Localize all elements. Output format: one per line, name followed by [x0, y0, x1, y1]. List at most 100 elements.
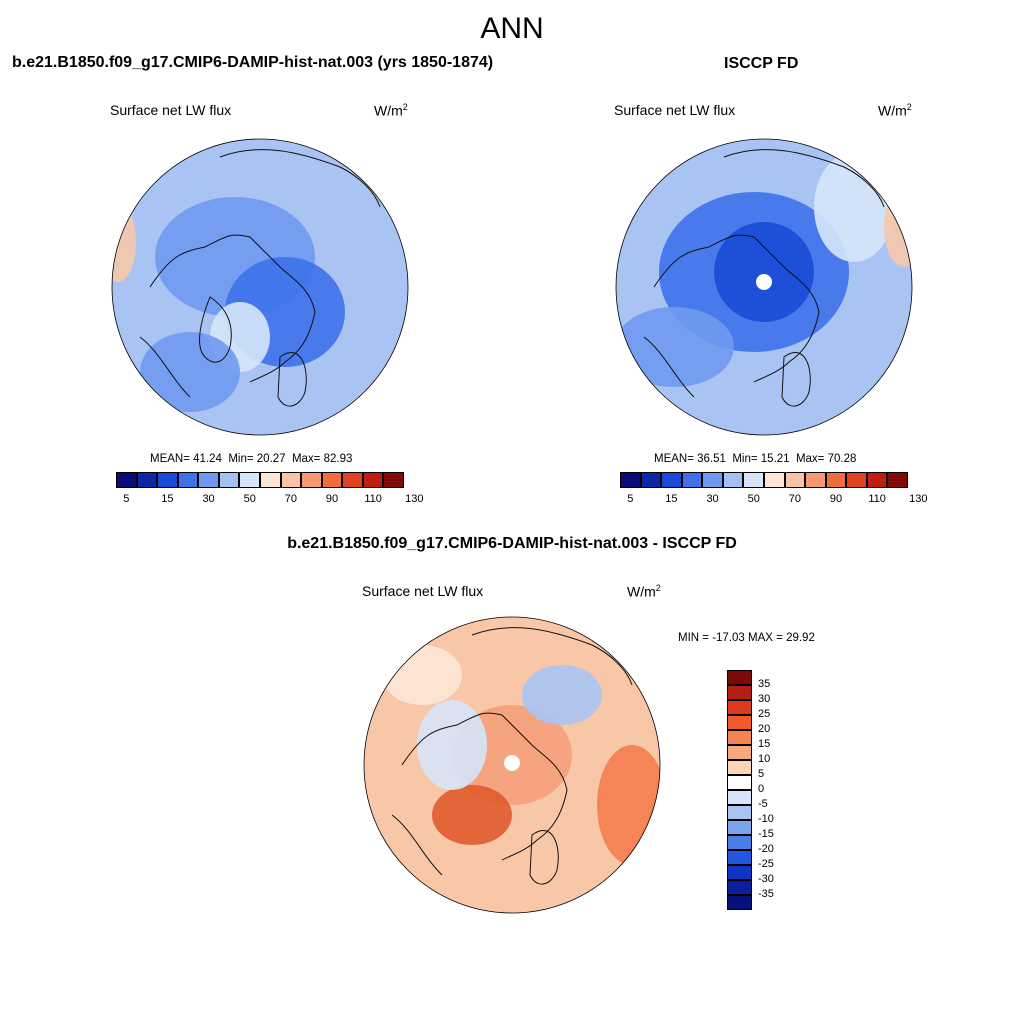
panel2-pole-hole: [756, 274, 772, 290]
colorbar-tick-label: 15: [758, 738, 771, 750]
panel2-field-region: [616, 307, 734, 387]
colorbar-tick-label: 90: [829, 493, 843, 505]
colorbar-box: [198, 472, 219, 488]
colorbar-box: [727, 850, 752, 865]
colorbar-tick-label: 110: [364, 493, 382, 505]
colorbar-box: [702, 472, 723, 488]
colorbar-box: [727, 805, 752, 820]
colorbar-box: [805, 472, 826, 488]
colorbar-tick-label: 35: [758, 678, 771, 690]
panel2-coastline: [781, 351, 811, 407]
colorbar-box: [727, 715, 752, 730]
colorbar-box: [280, 472, 302, 488]
colorbar-box: [825, 472, 847, 488]
season-title: ANN: [480, 12, 544, 45]
diff-coastline: [401, 712, 568, 861]
panel1-stats: MEAN= 41.24 Min= 20.27 Max= 82.93: [150, 453, 353, 465]
colorbar-box: [764, 472, 785, 488]
colorbar-tick-label: -5: [758, 798, 768, 810]
colorbar-tick-label: 70: [788, 493, 801, 505]
panel1-coastline: [199, 296, 232, 363]
diff-colorbar: [727, 670, 752, 910]
diff-colorbar-ticks: 35 30 25 20 15 10 5 0 -5 -10 -15 -20 -25 -30 -35: [758, 670, 798, 910]
colorbar-box: [239, 472, 260, 488]
panel2-coastline: [723, 149, 885, 208]
colorbar-box: [681, 472, 703, 488]
colorbar-tick-label: 130: [909, 493, 928, 505]
panel2-polar-map: [615, 138, 913, 436]
colorbar-box: [846, 472, 867, 488]
colorbar-tick-label: 110: [868, 493, 886, 505]
panel2-colorbar: [620, 472, 908, 488]
colorbar-box: [727, 745, 752, 760]
colorbar-box: [383, 472, 404, 488]
diff-units-label: W/m2: [627, 583, 661, 600]
colorbar-tick-label: 5: [627, 493, 634, 505]
panel1-field-region: [112, 202, 136, 282]
colorbar-box: [661, 472, 682, 488]
panel2-title: ISCCP FD: [724, 55, 799, 72]
diff-panel-title: b.e21.B1850.f09_g17.CMIP6-DAMIP-hist-nat…: [287, 535, 737, 552]
colorbar-box: [727, 760, 752, 775]
colorbar-box: [116, 472, 137, 488]
diff-field-region: [432, 785, 512, 845]
colorbar-tick-label: -20: [758, 843, 774, 855]
colorbar-box: [727, 670, 752, 685]
colorbar-box: [157, 472, 178, 488]
colorbar-tick-label: -30: [758, 873, 774, 885]
diff-pole-hole: [504, 755, 520, 771]
diff-map-border: [363, 616, 661, 914]
colorbar-tick-label: 5: [123, 493, 130, 505]
colorbar-box: [136, 472, 158, 488]
diff-variable-label: Surface net LW flux: [362, 583, 484, 599]
colorbar-box: [727, 895, 752, 910]
panel1-units-label: W/m2: [374, 102, 408, 119]
diff-field-region: [522, 665, 602, 725]
colorbar-tick-label: 15: [161, 493, 174, 505]
colorbar-box: [866, 472, 888, 488]
panel1-colorbar-ticks: 5 15 30 50 70 90 110 130: [116, 493, 423, 507]
colorbar-tick-label: -15: [758, 828, 774, 840]
colorbar-box: [620, 472, 641, 488]
colorbar-box: [727, 865, 752, 880]
colorbar-box: [727, 730, 752, 745]
panel1-field-region: [325, 332, 405, 412]
colorbar-box: [321, 472, 343, 488]
panel1-map-border: [111, 138, 409, 436]
panel1-coastline: [219, 149, 381, 208]
panel1-variable-label: Surface net LW flux: [110, 102, 232, 118]
colorbar-tick-label: 70: [284, 493, 297, 505]
colorbar-box: [727, 775, 752, 790]
diff-field-region: [597, 745, 660, 865]
diff-coastline: [529, 829, 559, 885]
diff-stats: MIN = -17.03 MAX = 29.92: [678, 632, 815, 644]
colorbar-tick-label: -35: [758, 888, 774, 900]
colorbar-tick-label: -25: [758, 858, 774, 870]
colorbar-tick-label: 30: [758, 693, 771, 705]
colorbar-box: [887, 472, 908, 488]
colorbar-tick-label: 90: [325, 493, 339, 505]
panel2-field-region: [814, 152, 894, 262]
colorbar-tick-label: 10: [758, 753, 771, 765]
panel2-field-region: [714, 222, 814, 322]
colorbar-box: [362, 472, 384, 488]
diff-coastline: [391, 814, 443, 876]
colorbar-tick-label: 5: [758, 768, 765, 780]
colorbar-tick-label: 30: [202, 493, 215, 505]
panel1-coastline: [277, 351, 307, 407]
colorbar-box: [640, 472, 662, 488]
colorbar-tick-label: 130: [405, 493, 424, 505]
colorbar-box: [722, 472, 744, 488]
colorbar-box: [727, 820, 752, 835]
panel2-stats: MEAN= 36.51 Min= 15.21 Max= 70.28: [654, 453, 857, 465]
diff-coastline: [471, 627, 633, 686]
panel2-coastline: [653, 234, 820, 383]
panel1-coastline: [139, 336, 191, 398]
colorbar-tick-label: 15: [665, 493, 678, 505]
panel1-coastline: [149, 234, 316, 383]
colorbar-tick-label: 0: [758, 783, 765, 795]
colorbar-box: [784, 472, 806, 488]
panel1-colorbar: [116, 472, 404, 488]
panel2-variable-label: Surface net LW flux: [614, 102, 736, 118]
colorbar-tick-label: 50: [747, 493, 760, 505]
